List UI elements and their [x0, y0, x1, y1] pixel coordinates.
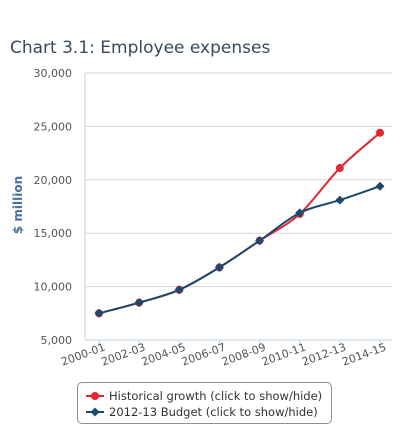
y-axis-label: $ million [11, 176, 25, 234]
y-tick-label: 5,000 [41, 334, 73, 347]
x-tick-label: 2014-15 [340, 341, 388, 369]
x-tick-label: 2010-11 [260, 341, 308, 369]
x-tick-label: 2012-13 [300, 341, 348, 369]
y-tick-label: 20,000 [34, 174, 73, 187]
axes [84, 73, 392, 345]
legend: Historical growth (click to show/hide) 2… [77, 382, 332, 424]
y-tick-label: 10,000 [34, 281, 73, 294]
data-point [134, 298, 144, 308]
x-tick-label: 2002-03 [100, 341, 148, 369]
legend-marker-budget-icon [86, 407, 104, 417]
x-tick-label: 2004-05 [140, 341, 188, 369]
series-line [98, 185, 381, 315]
x-tick-label: 2008-09 [220, 341, 268, 369]
data-point [375, 181, 385, 191]
legend-label-historical: Historical growth (click to show/hide) [109, 389, 323, 403]
data-point [255, 236, 265, 246]
data-point [335, 164, 344, 173]
legend-marker-historical-icon [86, 392, 104, 400]
data-point [94, 308, 104, 318]
y-tick-label: 25,000 [34, 120, 73, 133]
series-budget [94, 181, 385, 318]
series [94, 128, 385, 318]
series-historical [95, 128, 384, 318]
x-tick-labels: 2000-012002-032004-052006-072008-092010-… [59, 341, 388, 369]
legend-item-historical[interactable]: Historical growth (click to show/hide) [86, 388, 323, 404]
y-tick-label: 15,000 [34, 227, 73, 240]
y-tick-labels: 5,000 10,000 15,000 20,000 25,000 30,000 [34, 67, 73, 347]
legend-item-budget[interactable]: 2012-13 Budget (click to show/hide) [86, 404, 323, 420]
x-tick-label: 2006-07 [180, 341, 228, 369]
legend-label-budget: 2012-13 Budget (click to show/hide) [109, 405, 318, 419]
data-point [295, 208, 305, 218]
data-point [335, 195, 345, 205]
data-point [214, 262, 224, 272]
data-point [174, 285, 184, 295]
grid-lines [85, 72, 392, 341]
data-point [376, 128, 384, 137]
y-tick-label: 30,000 [34, 67, 73, 80]
chart-title: Chart 3.1: Employee expenses [10, 38, 271, 58]
